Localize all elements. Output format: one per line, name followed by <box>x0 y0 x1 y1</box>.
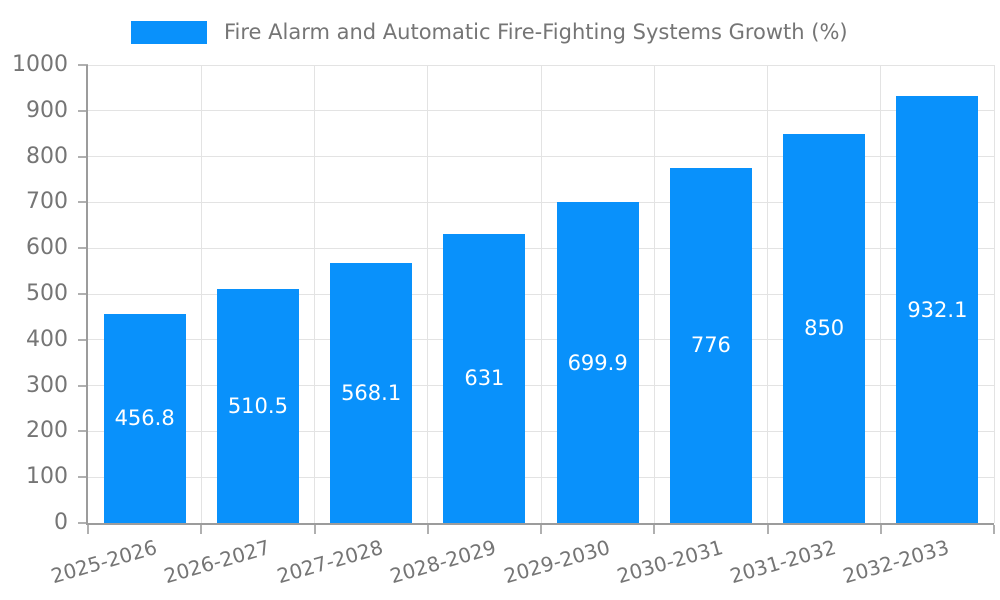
x-tick-label: 2025-2026 <box>47 535 160 589</box>
x-gridline <box>767 65 768 523</box>
y-tick-label: 1000 <box>12 52 68 77</box>
bar-value-label: 456.8 <box>114 406 175 431</box>
bar: 568.1 <box>330 262 413 523</box>
x-gridline <box>993 65 995 523</box>
y-tick-label: 600 <box>26 235 68 261</box>
bar-value-label: 510.5 <box>227 394 288 419</box>
bar-value-label: 776 <box>690 333 731 358</box>
bar: 456.8 <box>103 313 186 523</box>
y-tick-label: 700 <box>26 189 68 215</box>
y-tick-mark <box>78 64 88 66</box>
y-tick-label: 0 <box>54 510 68 535</box>
x-tick-mark <box>879 525 882 534</box>
y-tick-label: 800 <box>26 143 68 169</box>
y-tick-label: 200 <box>26 418 68 444</box>
x-tick-label: 2027-2028 <box>274 535 386 589</box>
y-tick-label: 100 <box>26 464 68 490</box>
bar-value-label: 568.1 <box>341 380 402 405</box>
y-tick-label: 500 <box>26 281 68 306</box>
x-tick-label: 2028-2029 <box>387 535 499 589</box>
bar-value-label: 932.1 <box>907 297 968 322</box>
y-tick-mark <box>78 293 88 295</box>
chart-header: Fire Alarm and Automatic Fire-Fighting S… <box>0 0 1000 60</box>
bar: 699.9 <box>556 202 639 523</box>
x-gridline <box>314 65 315 523</box>
x-gridline <box>200 65 202 523</box>
x-tick-mark <box>653 525 656 534</box>
bar-value-label: 631 <box>464 366 505 391</box>
bar: 631 <box>443 234 526 523</box>
y-tick-mark <box>78 338 88 341</box>
x-tick-mark <box>200 525 203 534</box>
bar-value-label: 699.9 <box>567 350 628 375</box>
x-tick-mark <box>426 525 429 534</box>
bar-value-label: 850 <box>804 316 845 341</box>
y-tick-label: 300 <box>26 372 68 398</box>
x-tick-label: 2030-2031 <box>614 535 726 589</box>
legend-swatch <box>131 21 207 44</box>
y-tick-mark <box>78 476 88 479</box>
bar: 776 <box>669 167 752 523</box>
y-tick-label: 900 <box>26 97 68 123</box>
x-tick-mark <box>87 525 89 534</box>
y-tick-mark <box>78 109 88 112</box>
x-gridline <box>880 65 882 523</box>
x-tick-mark <box>993 525 995 534</box>
y-axis-line <box>86 65 88 525</box>
bar: 850 <box>783 133 866 523</box>
y-tick-mark <box>78 155 88 158</box>
x-gridline <box>653 65 655 523</box>
chart-title: Fire Alarm and Automatic Fire-Fighting S… <box>224 20 848 44</box>
y-tick-mark <box>78 522 88 524</box>
x-tick-mark <box>313 525 316 534</box>
x-tick-mark <box>540 525 542 534</box>
x-axis-line <box>86 523 994 525</box>
plot-area: 0 100 200 300 400 500 600 700 800 900 1000 2025-202… <box>12 52 995 588</box>
x-gridline <box>427 65 429 523</box>
x-tick-label: 2031-2032 <box>727 535 839 589</box>
y-tick-mark <box>78 384 88 387</box>
bar: 510.5 <box>216 289 299 523</box>
x-tick-label: 2032-2033 <box>840 535 952 589</box>
y-tick-mark <box>78 201 88 204</box>
x-tick-label: 2026-2027 <box>161 535 273 589</box>
x-tick-label: 2029-2030 <box>500 535 613 589</box>
x-gridline <box>540 65 542 523</box>
y-tick-mark <box>78 247 88 250</box>
y-tick-mark <box>78 430 88 433</box>
bar: 932.1 <box>896 96 979 523</box>
y-tick-label: 400 <box>26 326 68 352</box>
x-tick-mark <box>766 525 769 534</box>
